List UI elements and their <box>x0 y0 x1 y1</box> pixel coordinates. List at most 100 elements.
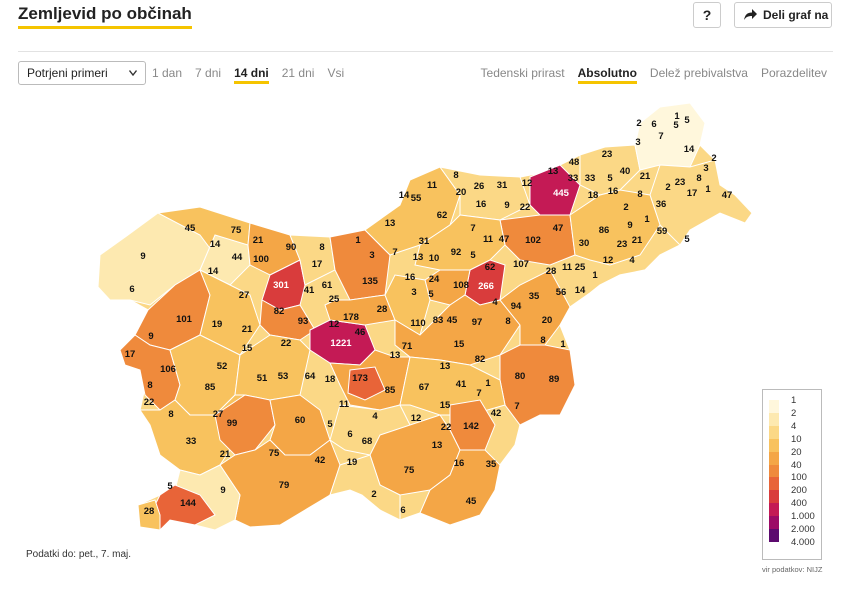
tab-weekly-growth[interactable]: Tedenski prirast <box>480 66 565 80</box>
tab-absolute[interactable]: Absolutno <box>577 66 637 84</box>
municipality-value-label: 21 <box>632 235 643 246</box>
legend-swatch <box>769 438 779 453</box>
tab-distribution[interactable]: Porazdelitev <box>760 66 827 80</box>
municipality-value-label: 33 <box>186 436 197 447</box>
municipality-value-label: 3 <box>369 250 374 261</box>
municipality-value-label: 47 <box>722 190 733 201</box>
share-button[interactable]: Deli graf na <box>734 2 832 28</box>
municipality-value-label: 26 <box>474 181 485 192</box>
municipality-value-label: 47 <box>553 223 564 234</box>
municipality-value-label: 59 <box>657 226 668 237</box>
header-divider <box>18 51 833 52</box>
municipality-value-label: 19 <box>212 319 223 330</box>
municipality-value-label: 62 <box>437 210 448 221</box>
tab-7-days[interactable]: 7 dni <box>195 66 222 80</box>
municipality-value-label: 1 <box>674 111 680 122</box>
municipality-value-label: 100 <box>253 254 269 265</box>
legend-swatch <box>769 425 779 440</box>
municipality-value-label: 5 <box>673 120 679 131</box>
legend-swatch <box>769 477 779 491</box>
municipality-value-label: 12 <box>603 255 614 266</box>
municipality-value-label: 42 <box>491 408 502 419</box>
municipality-value-label: 28 <box>144 506 155 517</box>
municipality-value-label: 61 <box>322 280 333 291</box>
tab-1-day[interactable]: 1 dan <box>152 66 183 80</box>
municipality-value-label: 301 <box>273 280 290 291</box>
municipality-value-label: 35 <box>529 291 540 302</box>
legend-swatch <box>769 400 779 414</box>
municipality-value-label: 144 <box>180 498 197 509</box>
municipality-value-label: 92 <box>451 247 462 258</box>
municipality-value-label: 2 <box>636 118 641 129</box>
municipality-value-label: 13 <box>413 252 424 263</box>
municipality-value-label: 3 <box>703 163 708 174</box>
municipality-value-label: 7 <box>476 388 481 399</box>
municipality-value-label: 101 <box>176 314 193 325</box>
tab-population-share[interactable]: Delež prebivalstva <box>649 66 748 80</box>
municipality-value-label: 8 <box>147 380 152 391</box>
municipality-value-label: 85 <box>205 382 216 393</box>
municipality-value-label: 27 <box>213 409 224 420</box>
municipality-value-label: 75 <box>269 448 280 459</box>
legend-label: 400 <box>791 498 807 510</box>
tab-14-days[interactable]: 14 dni <box>234 66 269 84</box>
municipality-value-label: 3 <box>635 137 640 148</box>
municipality-value-label: 5 <box>428 289 434 300</box>
legend-swatch <box>769 490 779 504</box>
legend-swatch <box>769 464 779 478</box>
municipality-value-label: 1 <box>644 214 650 225</box>
municipality-value-label: 31 <box>497 180 508 191</box>
legend-label: 4.000 <box>791 536 815 548</box>
municipality-value-label: 75 <box>404 465 415 476</box>
legend-swatch <box>769 516 779 530</box>
municipality-value-label: 1 <box>705 184 711 195</box>
municipality-value-label: 8 <box>319 242 324 253</box>
municipality-value-label: 20 <box>456 187 467 198</box>
tab-all[interactable]: Vsi <box>327 66 345 80</box>
municipality-value-label: 28 <box>546 266 557 277</box>
municipality-value-label: 142 <box>463 421 479 432</box>
legend-label: 2 <box>791 407 797 419</box>
municipality-value-label: 7 <box>514 401 519 412</box>
legend-label: 4 <box>791 420 797 432</box>
municipality-value-label: 1 <box>355 235 361 246</box>
municipality-value-label: 51 <box>257 373 268 384</box>
legend-swatch <box>769 503 779 517</box>
municipality-value-label: 5 <box>470 250 476 261</box>
municipality-value-label: 82 <box>274 306 285 317</box>
municipality-value-label: 1 <box>592 270 598 281</box>
municipality-value-label: 14 <box>575 285 586 296</box>
municipality-value-label: 8 <box>637 189 642 200</box>
municipality-value-label: 82 <box>475 354 486 365</box>
municipality-value-label: 8 <box>505 316 510 327</box>
municipality-value-label: 9 <box>504 200 509 211</box>
legend-swatch <box>769 529 779 543</box>
municipality-value-label: 64 <box>305 371 316 382</box>
municipality-value-label: 173 <box>352 373 368 384</box>
municipality-value-label: 2 <box>665 182 670 193</box>
municipality-value-label: 3 <box>411 287 416 298</box>
municipality-value-label: 16 <box>405 272 416 283</box>
municipality-value-label: 85 <box>385 385 396 396</box>
municipality-value-label: 25 <box>329 294 340 305</box>
municipality-value-label: 62 <box>485 262 496 273</box>
municipality-value-label: 2 <box>711 153 716 164</box>
tab-21-days[interactable]: 21 dni <box>281 66 315 80</box>
municipality-value-label: 6 <box>651 119 656 130</box>
legend-label: 40 <box>791 459 802 471</box>
municipality-value-label: 22 <box>144 397 155 408</box>
municipality-value-label: 99 <box>227 418 238 429</box>
municipality-value-label: 31 <box>419 236 430 247</box>
municipality-value-label: 20 <box>542 315 553 326</box>
municipality-value-label: 108 <box>453 280 469 291</box>
municipality-map[interactable]: 1 5 2 6 7 5 3 14 23 2 48 3 13 40 8 33 33 5 21 23 8 11 26 31 12 44… <box>0 95 780 540</box>
metric-select[interactable]: Potrjeni primeri <box>18 61 146 85</box>
legend-label: 20 <box>791 446 802 458</box>
municipality-value-label: 17 <box>687 188 698 199</box>
municipality-value-label: 90 <box>286 242 297 253</box>
municipality-value-label: 33 <box>585 173 596 184</box>
municipality-value-label: 12 <box>522 178 533 189</box>
chevron-down-icon <box>129 70 137 76</box>
help-button[interactable]: ? <box>693 2 721 28</box>
